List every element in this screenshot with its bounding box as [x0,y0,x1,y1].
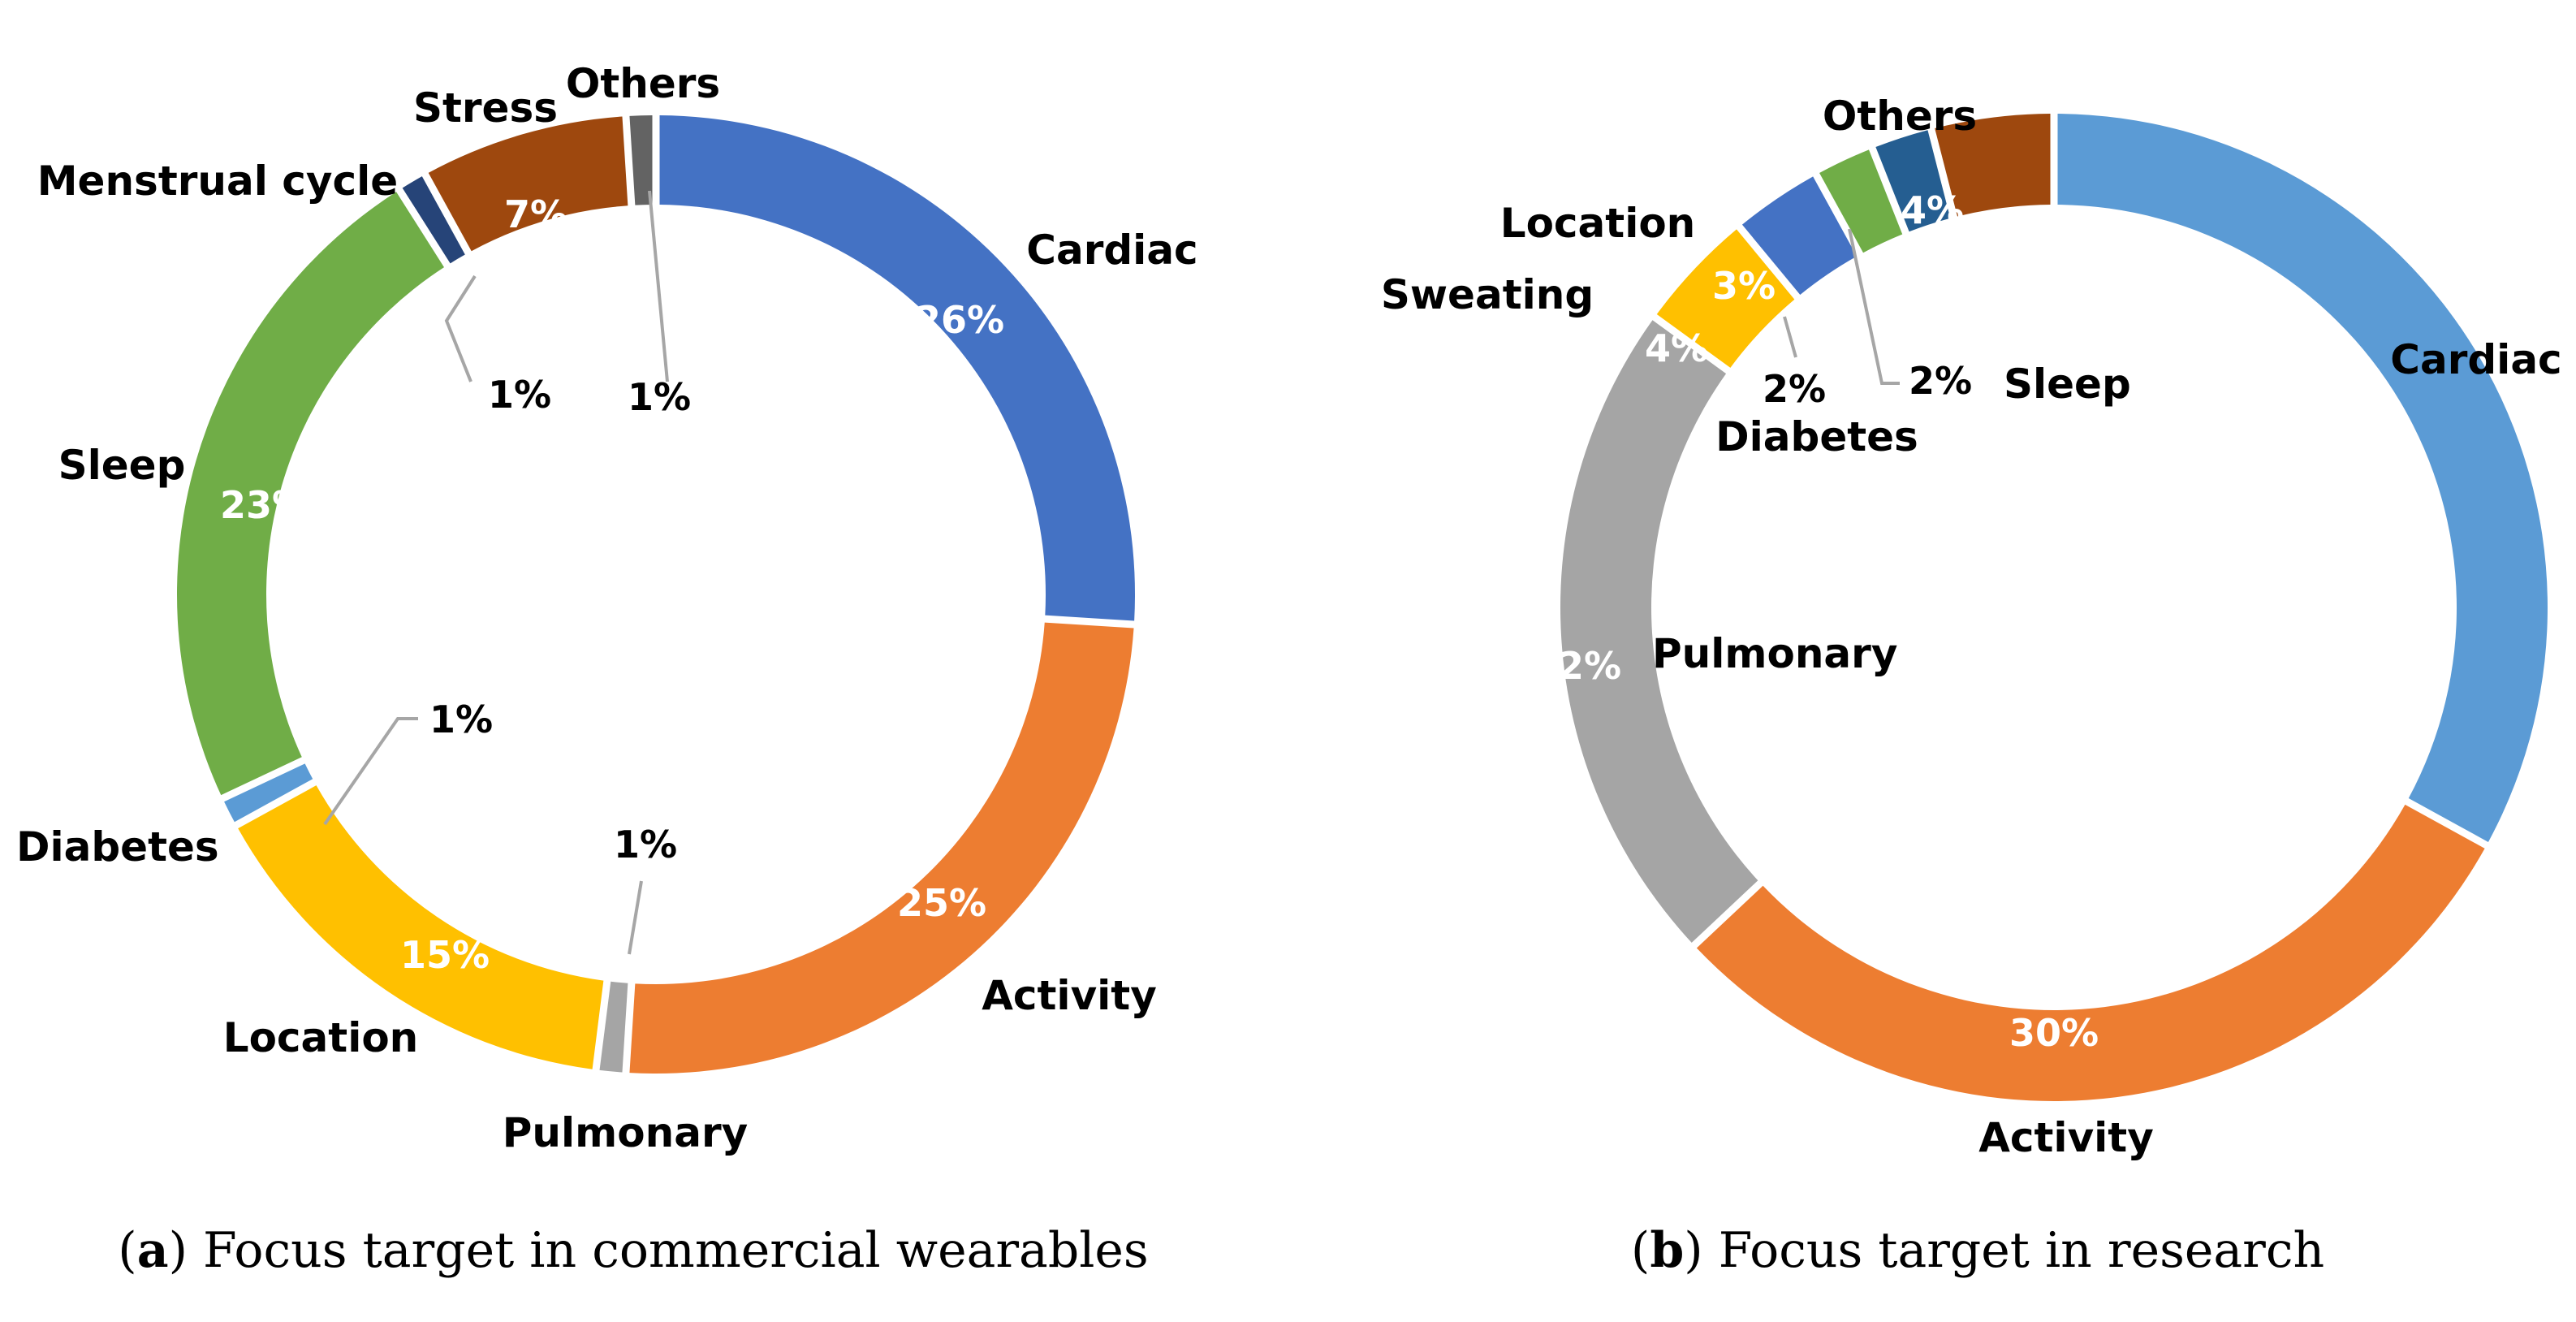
slice-a-others [629,115,653,205]
pct-b-pulmonary: 22% [1532,644,1621,688]
label-b-pulmonary: Pulmonary [1652,630,1897,677]
slice-a-location [238,785,604,1069]
caption-b-letter: b [1650,1222,1684,1279]
leader-a-pulmonary [628,880,643,955]
pct-a-location: 15% [400,933,490,977]
leader-b-sleep [1848,228,1900,385]
slice-b-sleep [1875,130,1951,232]
label-a-stress: Stress [413,84,558,132]
caption-b-text: ) Focus target in research [1684,1222,2324,1279]
caption-a-letter: a [137,1222,169,1279]
slice-b-sweating [1656,229,1795,368]
caption-a-text: ) Focus target in commercial wearables [169,1222,1149,1279]
pct-a-menstrual-cycle: 1% [488,373,551,417]
chart-b-research: Cardiac Activity Pulmonary Sweating Loca… [1381,93,2562,1279]
pct-b-diabetes: 2% [1763,367,1826,411]
label-a-diabetes: Diabetes [16,823,219,871]
pct-a-stress: 7% [504,192,567,236]
label-a-sleep: Sleep [58,442,186,489]
chart-b-slices [1560,114,2548,1101]
label-b-sleep: Sleep [2004,361,2131,408]
slice-a-pulmonary [599,981,628,1073]
label-a-pulmonary: Pulmonary [503,1109,748,1156]
pct-a-cardiac: 26% [915,298,1004,342]
label-b-location: Location [1500,200,1696,247]
chart-a-slices [176,115,1135,1074]
label-a-menstrual-cycle: Menstrual cycle [37,158,398,205]
pct-a-others: 1% [628,375,691,419]
pct-a-diabetes: 1% [429,698,493,741]
slice-a-stress [428,116,628,252]
pct-b-activity: 30% [2009,1011,2099,1055]
label-a-others: Others [566,60,720,107]
label-b-others: Others [1823,93,1977,140]
slice-b-diabetes [1819,149,1903,253]
slice-b-cardiac [2057,114,2548,842]
slice-a-menstrual-cycle [402,176,465,264]
pct-b-cardiac: 33% [2298,383,2387,427]
pct-b-location: 3% [1712,264,1776,308]
pct-a-pulmonary: 1% [614,823,677,866]
slice-a-diabetes [224,763,313,823]
slice-b-location [1741,176,1858,295]
caption-b: (b) Focus target in research [1631,1222,2324,1279]
leader-a-others [648,190,669,382]
label-b-sweating: Sweating [1381,271,1594,318]
slice-a-cardiac [659,115,1135,621]
pct-a-sleep: 23% [220,483,309,527]
pct-a-activity: 25% [897,881,986,925]
leader-a-diabetes [323,717,418,826]
slice-a-sleep [176,192,445,796]
slice-b-others [1935,114,2051,217]
pct-b-others: 4% [1901,188,1964,232]
caption-a: (a) Focus target in commercial wearables [118,1222,1148,1279]
label-a-activity: Activity [982,972,1157,1019]
slice-b-pulmonary [1560,320,1758,943]
label-b-cardiac: Cardiac [2390,336,2561,383]
pct-b-sweating: 4% [1645,326,1708,370]
pct-b-sleep: 2% [1909,359,1972,403]
leader-b-diabetes [1783,316,1797,358]
slice-b-activity [1696,804,2485,1101]
label-b-diabetes: Diabetes [1715,413,1918,460]
label-a-cardiac: Cardiac [1026,227,1197,274]
label-a-location: Location [223,1014,419,1061]
slice-a-activity [629,622,1134,1074]
chart-a-commercial-wearables: Cardiac Activity Pulmonary Location Diab… [16,60,1198,1279]
label-b-activity: Activity [1978,1114,2154,1161]
leader-a-menstrual [444,274,477,382]
